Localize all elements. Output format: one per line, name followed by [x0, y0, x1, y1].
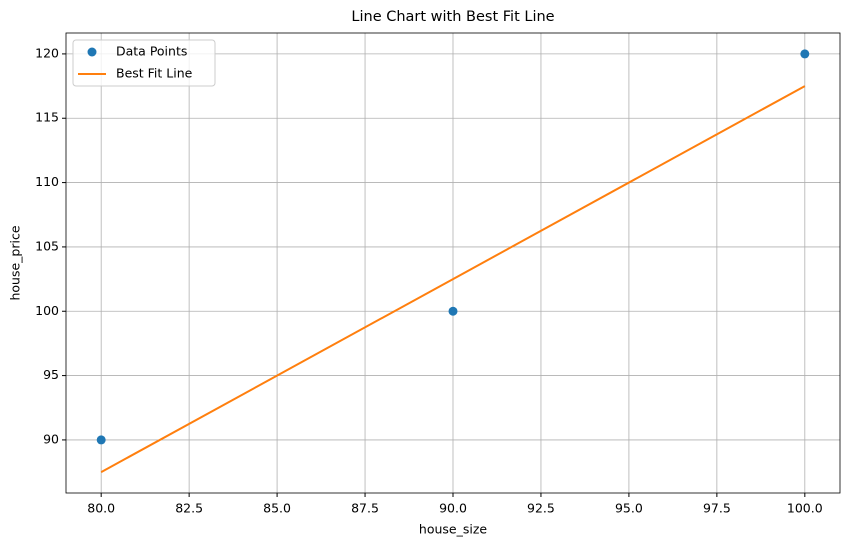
y-tick-label: 95	[43, 367, 59, 382]
y-tick-label: 120	[35, 45, 59, 60]
x-tick-label: 90.0	[439, 501, 467, 516]
x-tick-label: 82.5	[175, 501, 203, 516]
y-tick-label: 110	[35, 174, 59, 189]
y-tick-label: 105	[35, 238, 59, 253]
data-point	[800, 49, 810, 59]
y-tick-label: 90	[43, 431, 59, 446]
x-tick-label: 97.5	[703, 501, 731, 516]
legend-marker	[87, 47, 97, 57]
y-axis-label: house_price	[8, 225, 23, 300]
plot-frame	[65, 32, 841, 494]
fit-line	[100, 85, 806, 473]
x-tick-label: 80.0	[87, 501, 115, 516]
chart-title: Line Chart with Best Fit Line	[351, 9, 554, 25]
x-tick-label: 92.5	[527, 501, 555, 516]
y-tick-label: 115	[35, 110, 59, 125]
y-tick-label: 100	[35, 303, 59, 318]
x-tick-label: 100.0	[787, 501, 823, 516]
x-axis-label: house_size	[419, 522, 487, 537]
x-tick-label: 95.0	[615, 501, 643, 516]
x-tick-label: 85.0	[263, 501, 291, 516]
legend-label: Data Points	[116, 44, 187, 59]
data-point	[448, 306, 458, 316]
x-tick-label: 87.5	[351, 501, 379, 516]
data-point	[96, 435, 106, 445]
legend-label: Best Fit Line	[116, 66, 193, 81]
legend-box	[72, 39, 216, 87]
